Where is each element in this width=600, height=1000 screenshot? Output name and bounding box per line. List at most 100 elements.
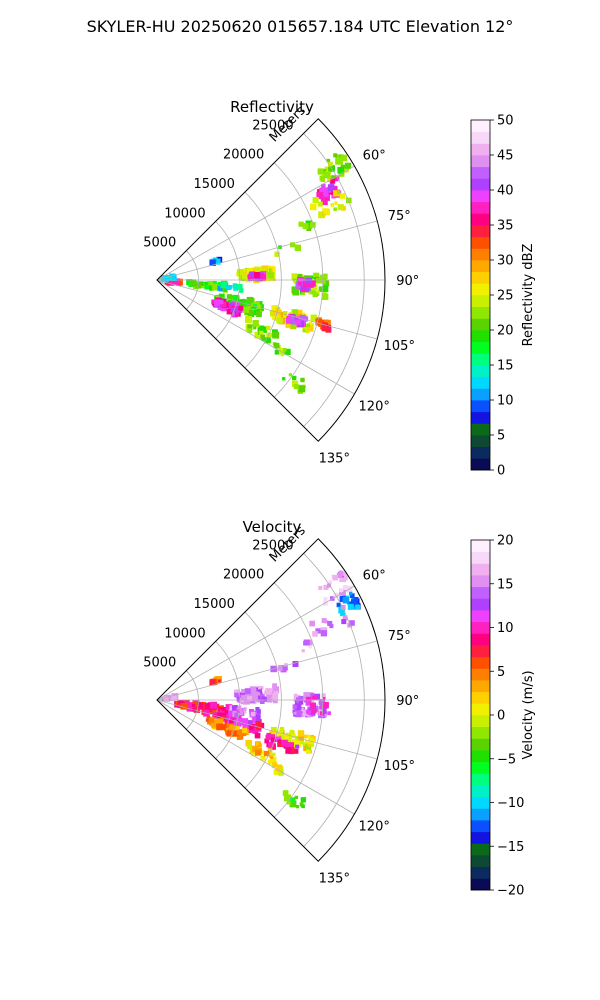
data-cell bbox=[233, 286, 238, 291]
colorbar-tick-label: 15 bbox=[497, 359, 514, 374]
data-cell bbox=[300, 740, 304, 744]
colorbar-tick-label: 10 bbox=[497, 621, 514, 636]
data-cell bbox=[299, 707, 304, 712]
colorbar-tick-label: 0 bbox=[497, 464, 505, 479]
data-cell bbox=[312, 695, 317, 701]
data-cell bbox=[240, 696, 244, 700]
colorbar-swatch bbox=[471, 843, 490, 856]
data-cell bbox=[306, 710, 311, 715]
colorbar-swatch bbox=[471, 586, 490, 599]
data-cell bbox=[242, 709, 247, 714]
data-cell bbox=[305, 744, 311, 751]
data-cell bbox=[281, 730, 285, 734]
colorbar-swatch bbox=[471, 621, 490, 634]
data-cell bbox=[240, 691, 245, 697]
data-cell bbox=[191, 705, 197, 712]
data-cell bbox=[234, 689, 238, 694]
data-cell bbox=[302, 742, 306, 746]
data-cell bbox=[282, 377, 286, 381]
data-cell bbox=[350, 599, 358, 607]
data-cell bbox=[292, 661, 299, 667]
data-cell bbox=[290, 797, 296, 803]
data-cell bbox=[276, 317, 283, 324]
data-cell bbox=[225, 723, 229, 727]
data-cell bbox=[310, 314, 317, 321]
data-cell bbox=[295, 744, 300, 749]
data-cell bbox=[285, 742, 292, 749]
data-cell bbox=[295, 737, 301, 742]
data-cell bbox=[217, 286, 223, 292]
colorbar-swatch bbox=[471, 260, 490, 273]
sector-frame bbox=[156, 538, 386, 862]
colorbar-tick-label: 50 bbox=[497, 114, 514, 129]
chart-0: Reflectivity500010000150002000025000Mete… bbox=[143, 98, 536, 479]
data-cell bbox=[302, 281, 308, 287]
data-cell bbox=[255, 267, 261, 272]
data-cell bbox=[201, 283, 207, 289]
data-cell bbox=[274, 251, 280, 257]
data-cell bbox=[292, 375, 297, 381]
data-cell bbox=[265, 688, 272, 695]
data-cell bbox=[279, 726, 285, 732]
data-cell bbox=[301, 649, 305, 653]
colorbar-tick-label: −5 bbox=[497, 752, 516, 767]
data-cell bbox=[344, 162, 352, 169]
data-cell bbox=[298, 281, 302, 286]
data-cell bbox=[209, 286, 214, 291]
data-cell bbox=[211, 299, 216, 304]
data-cell bbox=[310, 289, 316, 295]
data-cell bbox=[332, 575, 338, 581]
data-cell bbox=[340, 604, 346, 610]
data-cell bbox=[167, 276, 172, 281]
data-cell bbox=[322, 285, 329, 292]
data-cell bbox=[241, 689, 246, 694]
data-cell bbox=[306, 281, 313, 288]
data-cell bbox=[337, 166, 345, 174]
colorbar-swatch bbox=[471, 365, 490, 378]
data-cell bbox=[353, 597, 359, 602]
data-cell bbox=[338, 606, 346, 614]
data-cell bbox=[208, 708, 212, 712]
data-cell bbox=[322, 273, 328, 280]
colorbar-tick-label: 40 bbox=[497, 184, 514, 199]
data-cell bbox=[271, 726, 277, 733]
data-cell bbox=[308, 749, 312, 754]
data-cell bbox=[301, 286, 305, 290]
data-cell bbox=[295, 710, 302, 718]
data-cell bbox=[298, 700, 304, 705]
colorbar-swatch bbox=[471, 458, 490, 471]
data-cell bbox=[273, 690, 279, 696]
grid-spoke bbox=[156, 165, 355, 281]
data-cell bbox=[291, 273, 298, 279]
data-cell bbox=[260, 326, 267, 333]
data-cell bbox=[310, 743, 315, 747]
colorbar-tick-label: 30 bbox=[497, 254, 514, 269]
data-cell bbox=[242, 718, 248, 724]
data-cell bbox=[244, 688, 251, 695]
data-cell bbox=[305, 288, 310, 293]
data-cell bbox=[204, 282, 211, 290]
data-cell bbox=[297, 274, 303, 279]
data-cell bbox=[351, 597, 355, 601]
data-cell bbox=[225, 704, 232, 711]
data-cell bbox=[307, 325, 314, 332]
data-cell bbox=[214, 258, 221, 265]
data-cell bbox=[238, 735, 243, 740]
data-cell bbox=[321, 618, 327, 624]
data-cell bbox=[210, 707, 214, 711]
data-cells bbox=[160, 153, 352, 394]
data-cell bbox=[172, 695, 178, 701]
data-cell bbox=[209, 708, 215, 714]
colorbar-swatch bbox=[471, 155, 490, 168]
data-cell bbox=[316, 278, 322, 284]
data-cell bbox=[340, 611, 346, 617]
colorbar-swatch bbox=[471, 750, 490, 763]
data-cell bbox=[232, 296, 240, 304]
data-cell bbox=[263, 750, 270, 757]
data-cell bbox=[267, 272, 274, 279]
data-cell bbox=[231, 716, 235, 720]
polar-grid bbox=[156, 553, 385, 862]
data-cell bbox=[290, 323, 297, 329]
colorbar-swatch bbox=[471, 645, 490, 658]
colorbar-swatch bbox=[471, 633, 490, 646]
